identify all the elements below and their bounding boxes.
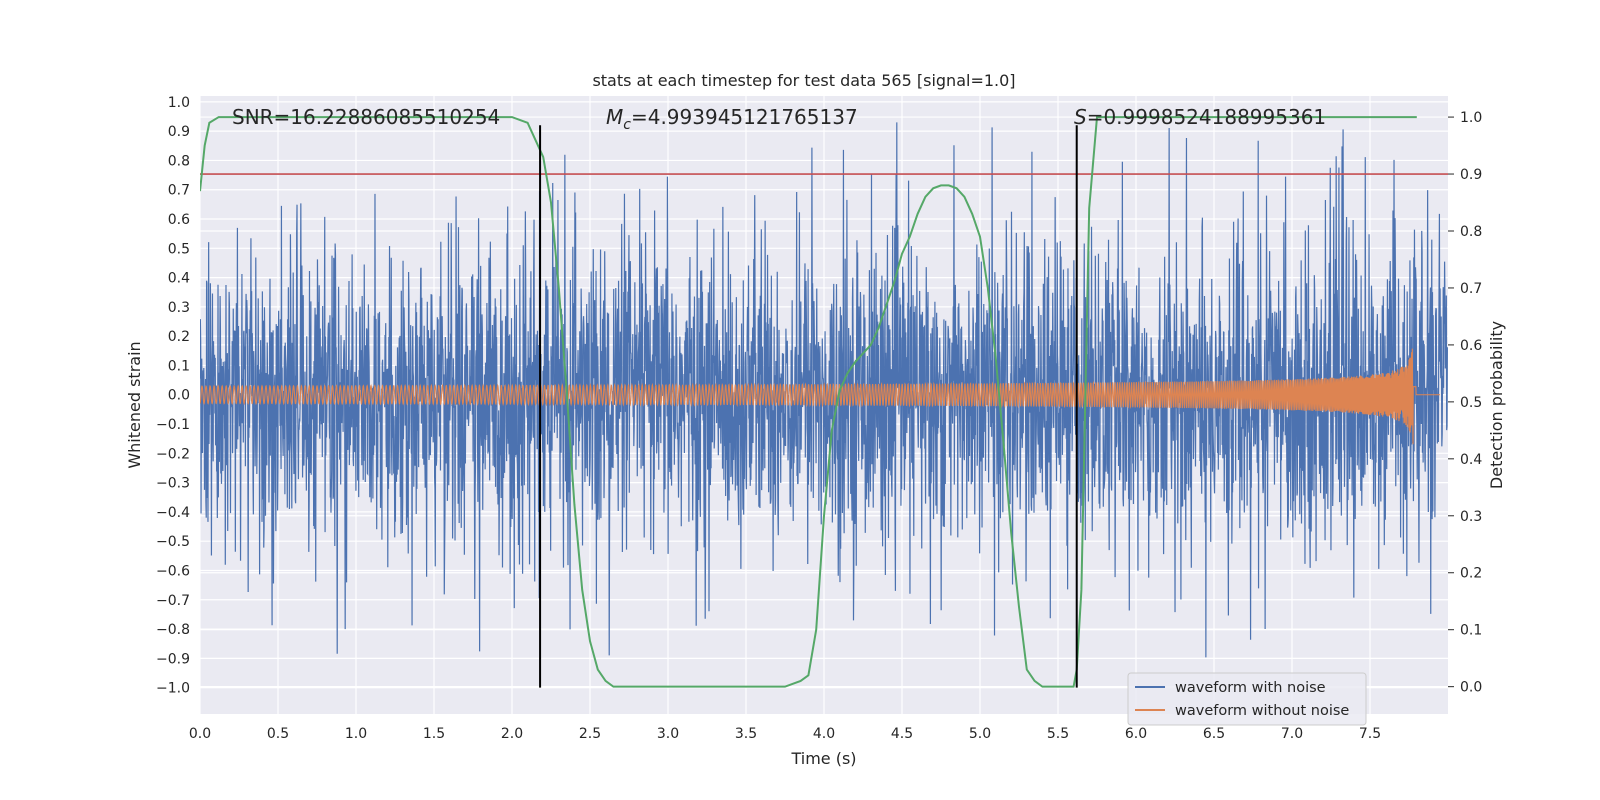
x-tick-label: 3.5 <box>735 726 757 742</box>
y-left-tick-label: 0.4 <box>168 271 190 287</box>
x-tick-label: 7.5 <box>1359 726 1381 742</box>
x-tick-label: 1.5 <box>423 726 445 742</box>
y-right-tick-label: 0.3 <box>1460 509 1482 525</box>
series-line-detection-probability <box>200 116 1417 688</box>
series-line-waveform-with-noise <box>200 122 1448 658</box>
y-left-tick-label: 0.8 <box>168 153 190 169</box>
y-left-tick-label: 0.7 <box>168 183 190 199</box>
x-tick-label: 2.5 <box>579 726 601 742</box>
legend-label-waveform-with-noise: waveform with noise <box>1175 680 1326 696</box>
series-line-waveform-without-noise <box>200 348 1441 445</box>
y-axis-left-ticks: 1.0 0.9 0.8 0.7 0.6 0.5 0.4 0.3 0.2 0.1 0.0 −0.1 −0.… <box>156 95 190 697</box>
y-left-tick-label: −1.0 <box>156 681 190 697</box>
x-tick-label: 4.0 <box>813 726 835 742</box>
y-left-tick-label: −0.4 <box>156 505 190 521</box>
y-left-tick-label: 0.2 <box>168 329 190 345</box>
annotation-s-score: S=0.9998524188995361 <box>1074 105 1326 129</box>
x-tick-label: 7.0 <box>1281 726 1303 742</box>
annotation-s-symbol: S <box>1074 105 1087 129</box>
y-left-tick-label: 0.6 <box>168 212 190 228</box>
x-tick-label: 4.5 <box>891 726 913 742</box>
y-right-tick-label: 0.8 <box>1460 224 1482 240</box>
y-left-tick-label: −0.9 <box>156 651 190 667</box>
x-tick-label: 5.0 <box>969 726 991 742</box>
y-axis-right-ticks: 1.0 0.9 0.8 0.7 0.6 0.5 0.4 0.3 0.2 0.1 0.0 <box>1448 110 1482 696</box>
annotation-snr: SNR=16.22886085510254 <box>232 105 500 129</box>
y-left-tick-label: −0.7 <box>156 593 190 609</box>
x-tick-label: 0.5 <box>267 726 289 742</box>
annotation-chirp-mass-symbol: M <box>606 105 623 129</box>
legend-box <box>1127 672 1367 726</box>
chart-title: stats at each timestep for test data 565… <box>592 71 1015 90</box>
y-right-tick-label: 0.4 <box>1460 452 1482 468</box>
x-tick-label: 6.0 <box>1125 726 1147 742</box>
y-right-tick-label: 0.6 <box>1460 338 1482 354</box>
y-right-tick-label: 0.1 <box>1460 623 1482 639</box>
x-axis-ticks: 0.0 0.5 1.0 1.5 2.0 2.5 3.0 3.5 4.0 4.5 5.0 5.5 6.0 6… <box>189 726 1381 742</box>
y-left-tick-label: −0.3 <box>156 476 190 492</box>
y-right-tick-label: 0.0 <box>1460 680 1482 696</box>
y-right-tick-label: 0.7 <box>1460 281 1482 297</box>
annotation-chirp-mass-value: =4.993945121765137 <box>631 105 858 129</box>
annotation-chirp-mass: Mc=4.993945121765137 <box>606 105 858 133</box>
x-axis-label: Time (s) <box>790 749 856 768</box>
y-left-tick-label: 1.0 <box>168 95 190 111</box>
y-left-tick-label: −0.2 <box>156 446 190 462</box>
y-left-tick-label: 0.1 <box>168 358 190 374</box>
legend: waveform with noise waveform without noi… <box>1127 672 1367 726</box>
y-left-tick-label: −0.6 <box>156 563 190 579</box>
y-right-tick-label: 0.9 <box>1460 167 1482 183</box>
y-left-tick-label: 0.0 <box>168 388 190 404</box>
annotation-chirp-mass-subscript: c <box>623 117 631 133</box>
x-tick-label: 0.0 <box>189 726 211 742</box>
y-left-tick-label: −0.8 <box>156 622 190 638</box>
y-right-tick-label: 1.0 <box>1460 110 1482 126</box>
y-left-tick-label: 0.9 <box>168 124 190 140</box>
y-right-tick-label: 0.5 <box>1460 395 1482 411</box>
x-tick-label: 2.0 <box>501 726 523 742</box>
x-tick-label: 6.5 <box>1203 726 1225 742</box>
legend-label-waveform-without-noise: waveform without noise <box>1175 703 1349 719</box>
x-tick-label: 5.5 <box>1047 726 1069 742</box>
y-left-tick-label: −0.1 <box>156 417 190 433</box>
y-axis-right-label: Detection probability <box>1487 321 1506 489</box>
y-left-tick-label: −0.5 <box>156 534 190 550</box>
x-tick-label: 3.0 <box>657 726 679 742</box>
y-left-tick-label: 0.5 <box>168 241 190 257</box>
x-tick-label: 1.0 <box>345 726 367 742</box>
y-left-tick-label: 0.3 <box>168 300 190 316</box>
annotation-s-value: =0.9998524188995361 <box>1087 105 1326 129</box>
y-axis-left-label: Whitened strain <box>125 341 144 468</box>
y-right-tick-label: 0.2 <box>1460 566 1482 582</box>
